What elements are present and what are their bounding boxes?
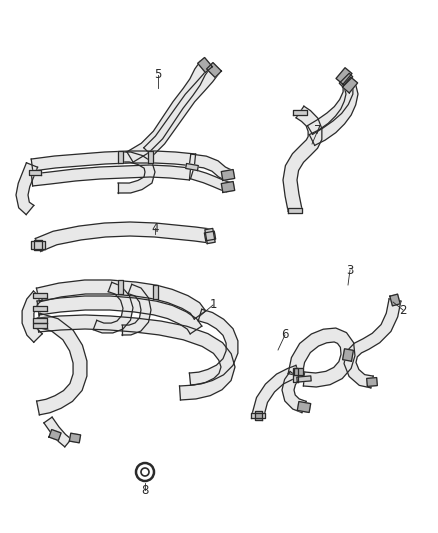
Polygon shape [36,280,206,319]
Polygon shape [31,241,45,249]
Polygon shape [297,401,311,413]
Polygon shape [189,154,231,180]
Polygon shape [390,294,400,306]
Polygon shape [34,240,42,250]
Polygon shape [344,299,401,388]
Polygon shape [69,433,81,443]
Polygon shape [191,169,230,192]
Polygon shape [16,163,38,215]
Polygon shape [152,285,158,299]
Polygon shape [198,58,212,72]
Polygon shape [49,430,61,440]
Text: 2: 2 [399,303,407,317]
Polygon shape [37,315,235,400]
Polygon shape [29,169,41,174]
Polygon shape [336,68,352,84]
Polygon shape [288,207,302,213]
Polygon shape [93,282,133,333]
Polygon shape [293,109,307,115]
Polygon shape [367,377,377,386]
Polygon shape [297,376,311,382]
Text: 5: 5 [154,69,162,82]
Polygon shape [127,61,210,162]
Text: 1: 1 [209,298,217,311]
Polygon shape [205,231,215,241]
Polygon shape [307,74,353,134]
Polygon shape [251,413,265,417]
Text: 8: 8 [141,483,148,497]
Polygon shape [186,164,198,171]
Text: 4: 4 [151,222,159,235]
Polygon shape [33,305,47,311]
Polygon shape [221,169,235,181]
Polygon shape [343,77,357,93]
Polygon shape [33,293,47,297]
Polygon shape [32,165,191,186]
Polygon shape [122,284,151,335]
Polygon shape [35,222,211,252]
Polygon shape [252,366,300,417]
Polygon shape [254,410,261,419]
Text: 7: 7 [314,124,322,136]
Polygon shape [117,151,123,163]
Polygon shape [148,151,152,163]
Polygon shape [31,151,196,171]
Text: 6: 6 [281,328,289,342]
Polygon shape [283,106,322,212]
Polygon shape [189,309,238,385]
Polygon shape [37,296,202,334]
Polygon shape [221,182,235,192]
Text: 3: 3 [346,263,354,277]
Polygon shape [33,322,47,327]
Polygon shape [282,372,306,413]
Polygon shape [288,328,355,387]
Polygon shape [205,229,215,244]
Polygon shape [117,280,123,294]
Polygon shape [22,291,42,342]
Polygon shape [36,313,87,415]
Polygon shape [44,417,71,447]
Polygon shape [207,62,222,77]
Polygon shape [339,73,353,87]
Polygon shape [343,349,353,361]
Polygon shape [293,368,297,382]
Polygon shape [144,67,219,156]
Polygon shape [33,318,47,322]
Polygon shape [293,367,303,375]
Polygon shape [118,152,155,193]
Polygon shape [309,76,358,146]
